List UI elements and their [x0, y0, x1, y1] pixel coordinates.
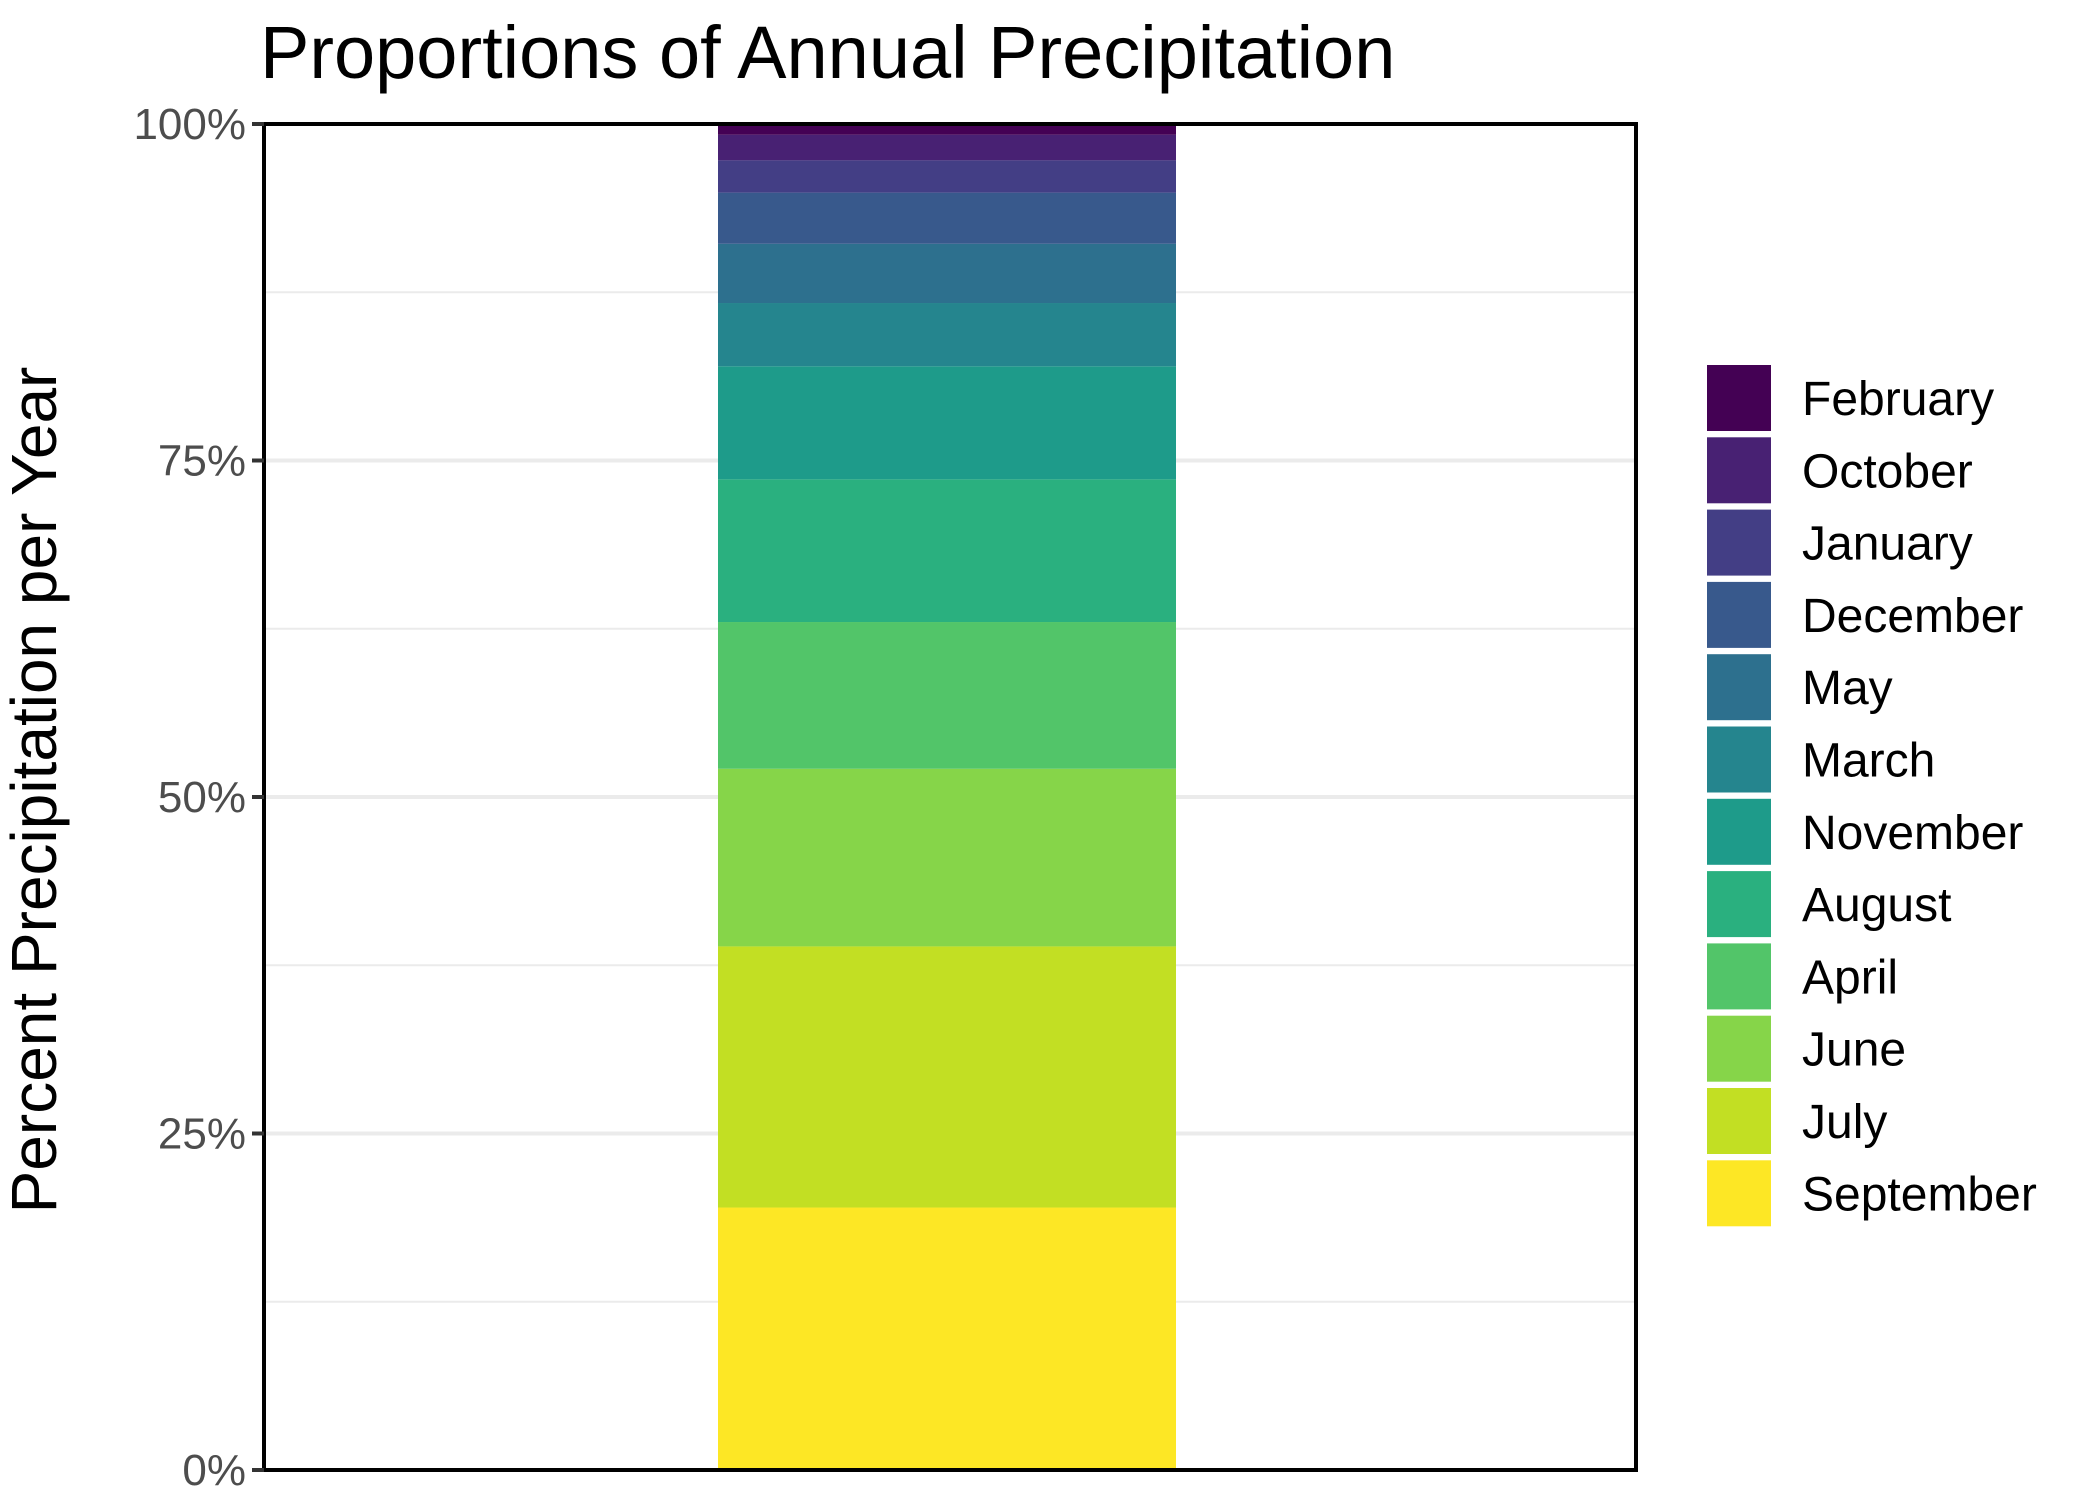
legend: February October January December May March No… — [1705, 363, 2037, 1229]
bar-segment-april — [718, 622, 1176, 769]
chart-title: Proportions of Annual Precipitation — [260, 11, 1395, 94]
bar-segment-september — [718, 1207, 1176, 1470]
legend-label-february: February — [1802, 373, 1994, 426]
legend-label-march: March — [1802, 735, 1935, 788]
legend-label-april: April — [1802, 951, 1898, 1004]
legend-label-july: July — [1802, 1096, 1887, 1149]
legend-key-september — [1705, 1158, 1773, 1229]
legend-label-august: August — [1802, 879, 1951, 932]
legend-key-august — [1705, 869, 1773, 940]
bar-segment-may — [718, 243, 1176, 304]
bar-segment-january — [718, 160, 1176, 193]
legend-label-january: January — [1802, 518, 1973, 571]
legend-label-october: October — [1802, 445, 1973, 498]
y-tick-label: 100% — [133, 100, 246, 149]
bar-segment-march — [718, 303, 1176, 367]
legend-key-july — [1705, 1086, 1773, 1156]
stacked-bar — [718, 124, 1176, 1470]
legend-key-october — [1705, 435, 1773, 506]
bar-segment-october — [718, 134, 1176, 161]
y-tick-label: 0% — [182, 1446, 246, 1495]
legend-key-april — [1705, 941, 1773, 1012]
bar-segment-july — [718, 946, 1176, 1208]
bar-segment-february — [718, 124, 1176, 135]
legend-label-june: June — [1802, 1024, 1906, 1077]
legend-key-march — [1705, 724, 1773, 795]
legend-key-december — [1705, 579, 1773, 650]
y-tick-label: 25% — [158, 1110, 246, 1159]
legend-key-may — [1705, 652, 1773, 723]
y-tick-label: 75% — [158, 437, 246, 486]
y-axis-label: Percent Precipitation per Year — [0, 367, 70, 1214]
legend-key-june — [1705, 1013, 1773, 1084]
legend-label-september: September — [1802, 1168, 2037, 1221]
bar-segment-june — [718, 768, 1176, 947]
legend-label-may: May — [1802, 662, 1893, 715]
y-tick-label: 50% — [158, 773, 246, 822]
legend-key-february — [1705, 363, 1773, 433]
legend-key-january — [1705, 507, 1773, 578]
legend-label-december: December — [1802, 590, 2023, 643]
bar-segment-august — [718, 479, 1176, 623]
bar-segment-december — [718, 192, 1176, 244]
y-axis-ticks: 0% 25% 50% 75% 100% — [133, 100, 264, 1495]
legend-key-november — [1705, 796, 1773, 867]
legend-label-november: November — [1802, 807, 2023, 860]
bar-segment-november — [718, 366, 1176, 480]
